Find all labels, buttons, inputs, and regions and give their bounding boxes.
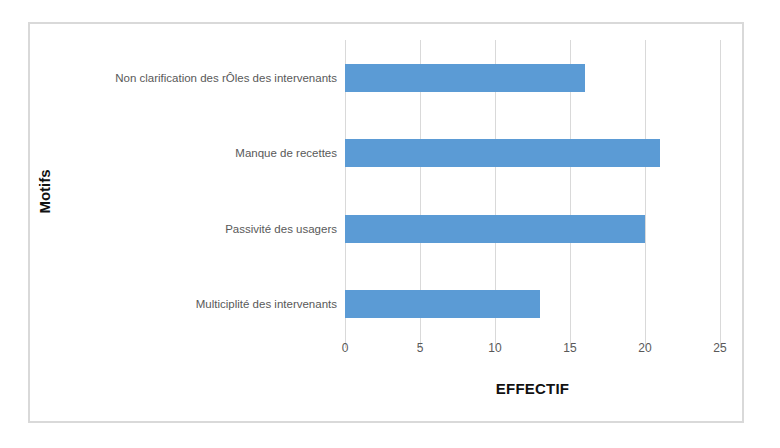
gridline xyxy=(645,40,646,342)
value-axis-tick-label: 20 xyxy=(625,341,665,355)
value-axis-tick-label: 0 xyxy=(325,341,365,355)
bar xyxy=(345,64,585,92)
x-axis-title: EFFECTIF xyxy=(345,380,720,397)
value-axis-tick-label: 10 xyxy=(475,341,515,355)
value-axis-tick-label: 25 xyxy=(700,341,740,355)
category-label: Multiciplité des intervenants xyxy=(38,297,337,311)
bar xyxy=(345,215,645,243)
gridline xyxy=(720,40,721,342)
category-label: Non clarification des rÔles des interven… xyxy=(38,71,337,85)
value-axis-tick-label: 15 xyxy=(550,341,590,355)
bar xyxy=(345,290,540,318)
category-label: Passivité des usagers xyxy=(38,222,337,236)
y-axis-title: Motifs xyxy=(36,122,53,262)
plot-area xyxy=(345,40,720,342)
category-label: Manque de recettes xyxy=(38,146,337,160)
chart-canvas: Non clarification des rÔles des interven… xyxy=(0,0,780,448)
bar xyxy=(345,139,660,167)
value-axis-tick-label: 5 xyxy=(400,341,440,355)
chart-frame: Non clarification des rÔles des interven… xyxy=(28,22,744,423)
